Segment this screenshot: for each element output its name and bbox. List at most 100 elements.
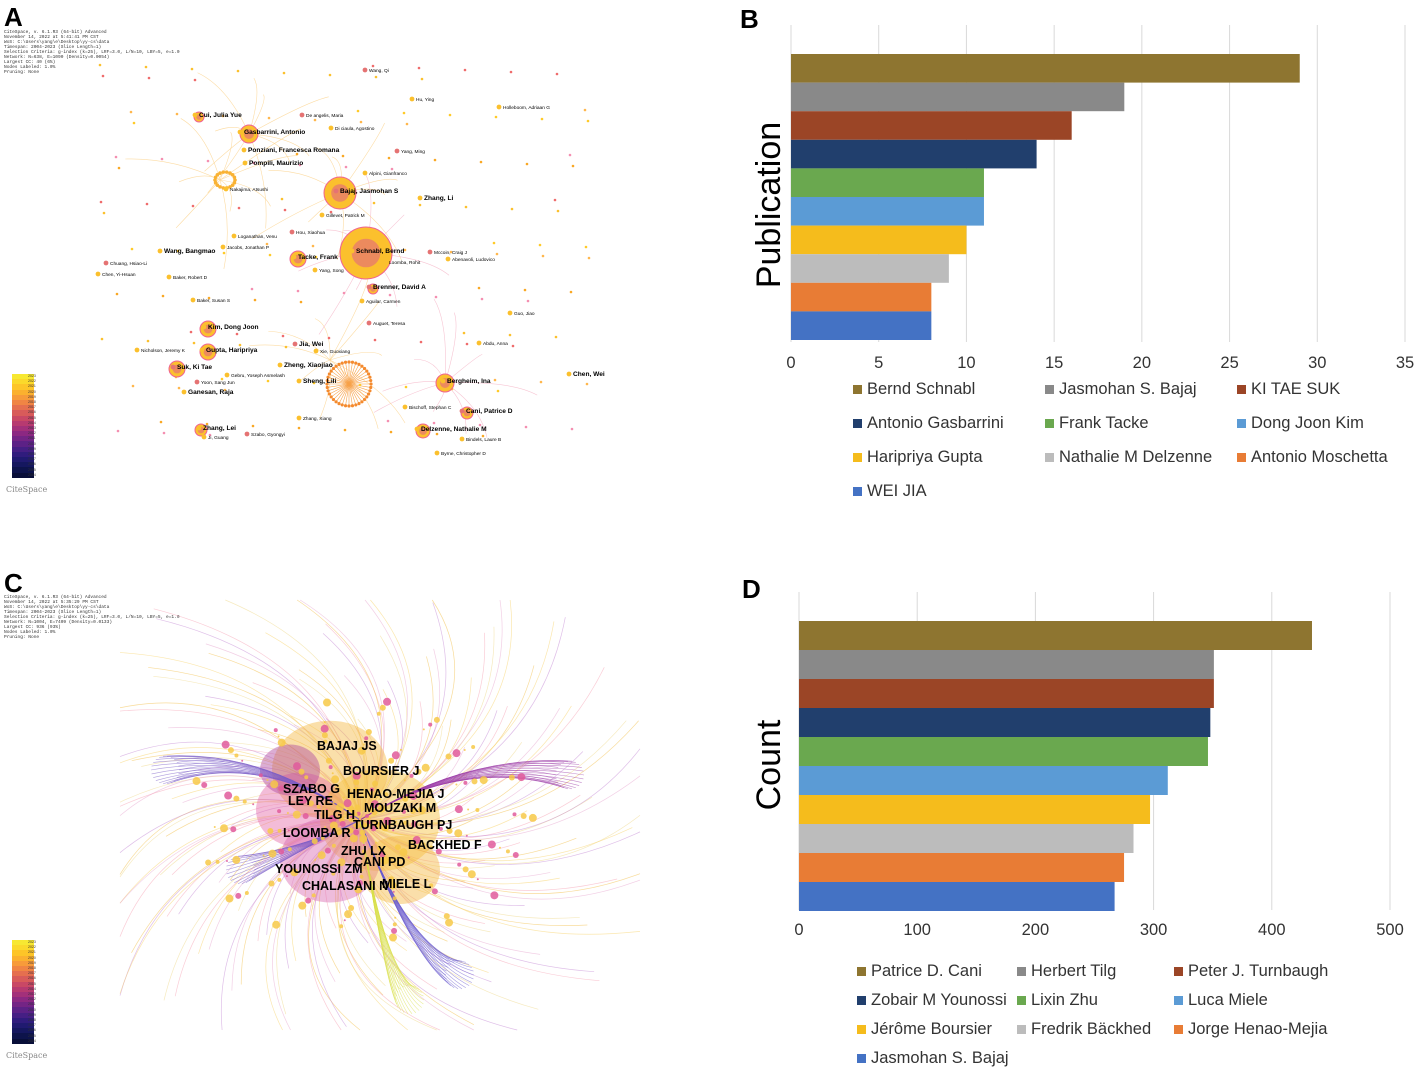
network-c-node bbox=[262, 854, 265, 857]
network-a-node bbox=[434, 295, 438, 299]
network-a-edge bbox=[348, 383, 369, 395]
network-c-node bbox=[401, 809, 406, 814]
panel-letter-d: D bbox=[742, 574, 761, 604]
network-c-metadata: CiteSpace, v. 6.1.R3 (64-bit) Advanced N… bbox=[4, 595, 180, 640]
network-a-author-label: Bergheim, Ina bbox=[447, 378, 491, 385]
network-a-label-node bbox=[95, 271, 101, 277]
colorbar-segment bbox=[12, 1012, 34, 1018]
network-a-author-label: Chen, Wei bbox=[573, 371, 605, 378]
network-c-node bbox=[252, 803, 255, 806]
chart-b-tick-label: 25 bbox=[1220, 354, 1238, 372]
network-c-node bbox=[349, 834, 358, 843]
network-c-node bbox=[290, 868, 299, 877]
network-c-edge bbox=[289, 819, 361, 895]
network-a-author-label: Di ciaula, Agostino bbox=[335, 126, 375, 132]
network-c-node bbox=[225, 859, 228, 862]
network-c-edge bbox=[160, 813, 361, 876]
network-a-node bbox=[329, 210, 333, 214]
colorbar-year-label: 2021 bbox=[28, 950, 36, 955]
network-a-node bbox=[327, 372, 331, 376]
network-c-node bbox=[508, 774, 515, 781]
network-a-node bbox=[359, 120, 363, 124]
legend-label: Nathalie M Delzenne bbox=[1059, 448, 1213, 466]
network-c-edge bbox=[174, 819, 361, 997]
network-a-node bbox=[462, 331, 466, 335]
network-c-node bbox=[348, 904, 355, 911]
network-c-node bbox=[391, 751, 400, 760]
chart-d-tick-label: 300 bbox=[1140, 921, 1168, 939]
colorbar-segment bbox=[12, 399, 34, 406]
network-c-node bbox=[445, 918, 454, 927]
network-c-node bbox=[394, 916, 397, 919]
network-a-node bbox=[130, 247, 134, 251]
colorbar-segment bbox=[12, 389, 34, 395]
chart-b-tick-label: 15 bbox=[1045, 354, 1063, 372]
network-c-node bbox=[369, 787, 374, 792]
network-c-node bbox=[420, 792, 423, 795]
network-c-node bbox=[287, 847, 292, 852]
network-c-node bbox=[329, 821, 338, 830]
colorbar-segment bbox=[12, 420, 34, 426]
network-a-node bbox=[553, 198, 557, 202]
network-a-label-node bbox=[190, 297, 196, 303]
network-c-node bbox=[323, 721, 326, 724]
network-a-node bbox=[493, 378, 497, 382]
colorbar-year-label: 2015 bbox=[28, 981, 36, 986]
network-a-node bbox=[236, 69, 240, 73]
network-c-edge bbox=[359, 710, 498, 821]
network-c-edge bbox=[359, 810, 528, 839]
network-a-node bbox=[369, 382, 373, 386]
network-a-node bbox=[523, 288, 527, 292]
chart-b-bar-9 bbox=[791, 282, 932, 312]
network-a-node bbox=[223, 388, 227, 392]
network-a-hub-core bbox=[203, 347, 213, 357]
network-c-fan-edge bbox=[253, 819, 361, 867]
network-c-edge bbox=[163, 819, 361, 1001]
colorbar-segment bbox=[12, 976, 34, 982]
network-c-edge bbox=[337, 819, 386, 987]
network-a-label-node bbox=[427, 249, 433, 255]
network-a-label-node bbox=[241, 147, 247, 153]
network-a-label-node bbox=[402, 404, 408, 410]
network-a-author-label: Xie, Guoxiang bbox=[320, 349, 350, 355]
network-c-node bbox=[285, 875, 288, 878]
network-a-author-label: Abenavoli, Ludovico bbox=[452, 257, 495, 263]
legend-label: Zobair M Younossi bbox=[871, 991, 1007, 1009]
network-a-node bbox=[524, 425, 528, 429]
network-c-node bbox=[354, 885, 363, 894]
network-c-edge bbox=[359, 819, 539, 1010]
network-c-node bbox=[379, 798, 382, 801]
network-c-edge bbox=[359, 748, 641, 837]
network-a-label-node bbox=[349, 248, 355, 254]
network-a-label-node bbox=[366, 320, 372, 326]
network-a-node bbox=[160, 157, 164, 161]
network-a-node bbox=[341, 154, 345, 158]
network-c-author-label: ZHU LX bbox=[341, 844, 387, 858]
network-c-node bbox=[457, 862, 462, 867]
network-a-node bbox=[224, 170, 229, 174]
network-a-edge bbox=[348, 383, 365, 400]
network-c-node bbox=[392, 896, 397, 901]
network-c-edge bbox=[359, 814, 641, 864]
network-a-label-node bbox=[496, 104, 502, 110]
network-a-edge bbox=[348, 383, 357, 406]
colorbar-segment bbox=[12, 1028, 34, 1034]
network-c-node bbox=[328, 765, 333, 770]
network-c-node bbox=[370, 800, 379, 809]
network-a-node bbox=[586, 119, 590, 123]
network-a-node bbox=[101, 74, 105, 78]
network-c-node bbox=[235, 892, 242, 899]
network-a-node bbox=[337, 362, 341, 366]
network-a-edge bbox=[348, 370, 367, 385]
legend-swatch bbox=[853, 385, 862, 394]
network-a-edge bbox=[327, 383, 350, 388]
network-c-edge bbox=[359, 819, 641, 894]
legend-label: Dong Joon Kim bbox=[1251, 414, 1364, 432]
legend-swatch bbox=[857, 1025, 866, 1034]
network-a-author-label: Wang, Qi bbox=[369, 68, 389, 74]
network-a-node bbox=[311, 244, 315, 248]
network-c-node bbox=[399, 848, 408, 857]
network-a-node bbox=[337, 402, 341, 406]
network-a-node bbox=[368, 375, 372, 379]
network-c-edge bbox=[359, 720, 639, 825]
